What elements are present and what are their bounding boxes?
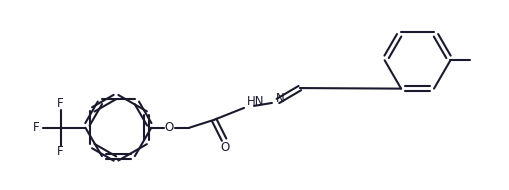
Text: HN: HN — [247, 95, 265, 108]
Text: N: N — [276, 93, 285, 105]
Text: O: O — [164, 121, 174, 134]
Text: F: F — [57, 145, 64, 158]
Text: O: O — [220, 141, 230, 154]
Text: F: F — [57, 97, 64, 110]
Text: F: F — [33, 121, 40, 134]
